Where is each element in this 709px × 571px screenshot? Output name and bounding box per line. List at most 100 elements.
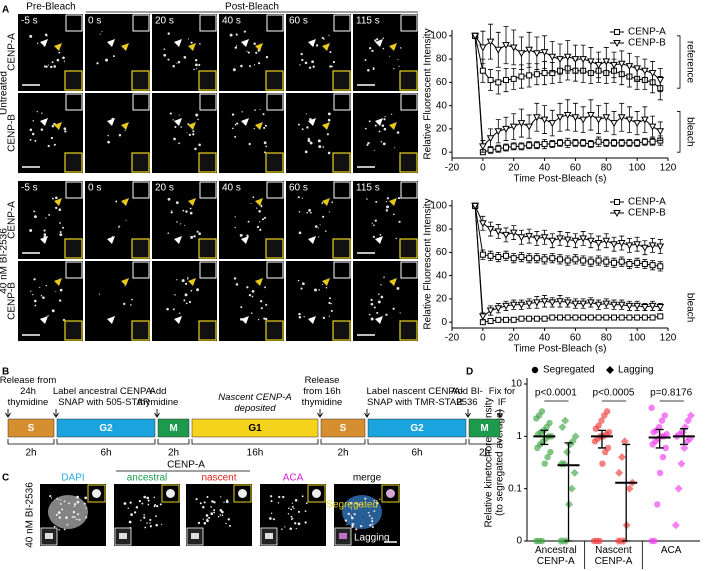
marker	[549, 314, 556, 321]
marker	[494, 46, 503, 54]
time-label: 60 s	[289, 183, 308, 194]
marker	[549, 255, 556, 262]
speckle	[144, 526, 147, 529]
speckle	[399, 47, 402, 49]
point	[570, 468, 579, 477]
marker	[533, 299, 541, 307]
speckle	[295, 527, 297, 530]
duration-label: 2h	[479, 448, 490, 459]
speckle	[175, 201, 179, 205]
speckle	[253, 127, 255, 130]
marker	[479, 143, 487, 151]
point	[662, 444, 669, 452]
speckle	[297, 196, 300, 199]
marker	[641, 116, 649, 124]
speckle	[289, 527, 292, 531]
y-tick-label: 20	[436, 124, 448, 135]
speckle	[328, 315, 331, 317]
speckle	[206, 519, 209, 523]
speckle	[42, 296, 45, 299]
marker	[641, 244, 649, 252]
y-tick-label: 0	[516, 536, 522, 547]
marker	[657, 263, 664, 270]
speckle	[366, 198, 368, 200]
speckle	[73, 502, 77, 506]
y-tick-label: 80	[436, 54, 448, 65]
speckle	[368, 46, 372, 50]
speckle	[370, 298, 373, 302]
bracket	[677, 111, 681, 153]
arrowhead	[174, 316, 182, 324]
speckle	[187, 38, 190, 40]
speckle	[125, 219, 127, 221]
marker	[487, 252, 494, 259]
arrowhead	[121, 43, 129, 51]
arrowhead	[255, 122, 263, 130]
point	[677, 459, 686, 468]
legend-label: CENP-A	[628, 197, 666, 208]
marker	[510, 316, 517, 323]
speckle	[301, 282, 305, 286]
marker	[556, 235, 564, 243]
speckle	[66, 523, 69, 526]
speckle	[41, 112, 43, 114]
speckle	[287, 513, 290, 515]
speckle	[55, 196, 58, 200]
time-label: 115 s	[356, 183, 380, 194]
marker	[633, 302, 641, 310]
arrowhead	[188, 122, 196, 130]
x-tick-label: 120	[660, 333, 677, 344]
speckle	[169, 112, 172, 115]
marker	[533, 114, 541, 122]
marker	[579, 235, 587, 243]
marker	[595, 138, 602, 145]
marker	[495, 316, 502, 323]
speckle	[282, 495, 285, 499]
point	[615, 468, 624, 477]
x-tick-label: 120	[660, 163, 677, 174]
speckle	[375, 200, 378, 203]
stage-label: G2	[99, 423, 113, 434]
marker	[541, 315, 548, 322]
marker	[594, 240, 603, 248]
speckle	[298, 312, 301, 316]
time-label: 40 s	[222, 16, 241, 27]
point	[659, 453, 667, 461]
marker	[563, 53, 572, 61]
arrowhead	[107, 236, 115, 244]
speckle	[45, 284, 48, 287]
marker	[509, 44, 518, 52]
marker	[594, 61, 603, 69]
speckle	[182, 209, 185, 212]
x-tick-label: 80	[601, 333, 613, 344]
speckle	[368, 514, 371, 517]
inset	[199, 14, 217, 32]
speckle	[149, 518, 152, 522]
speckle	[246, 234, 249, 237]
speckle	[382, 47, 385, 50]
speckle	[248, 293, 252, 297]
arrowhead	[188, 43, 196, 51]
marker	[656, 304, 665, 312]
speckle	[76, 495, 79, 499]
speckle	[178, 114, 180, 116]
marker	[479, 220, 487, 228]
speckle	[398, 220, 401, 223]
speckle	[194, 59, 198, 62]
y-tick-label: 20	[436, 294, 448, 305]
arrowhead	[308, 316, 316, 324]
y-axis-label: Relative kinetochore intensity	[484, 397, 495, 527]
speckle	[184, 282, 188, 285]
speckle	[63, 127, 67, 131]
condition-label: 40 nM BI-2536	[25, 482, 36, 548]
marker	[548, 299, 557, 307]
marker	[603, 139, 610, 146]
marker	[580, 257, 587, 264]
speckle	[192, 130, 195, 133]
inset	[333, 261, 351, 279]
speckle	[47, 64, 49, 66]
speckle	[161, 523, 163, 525]
speckle	[183, 56, 187, 59]
marker	[571, 300, 580, 308]
